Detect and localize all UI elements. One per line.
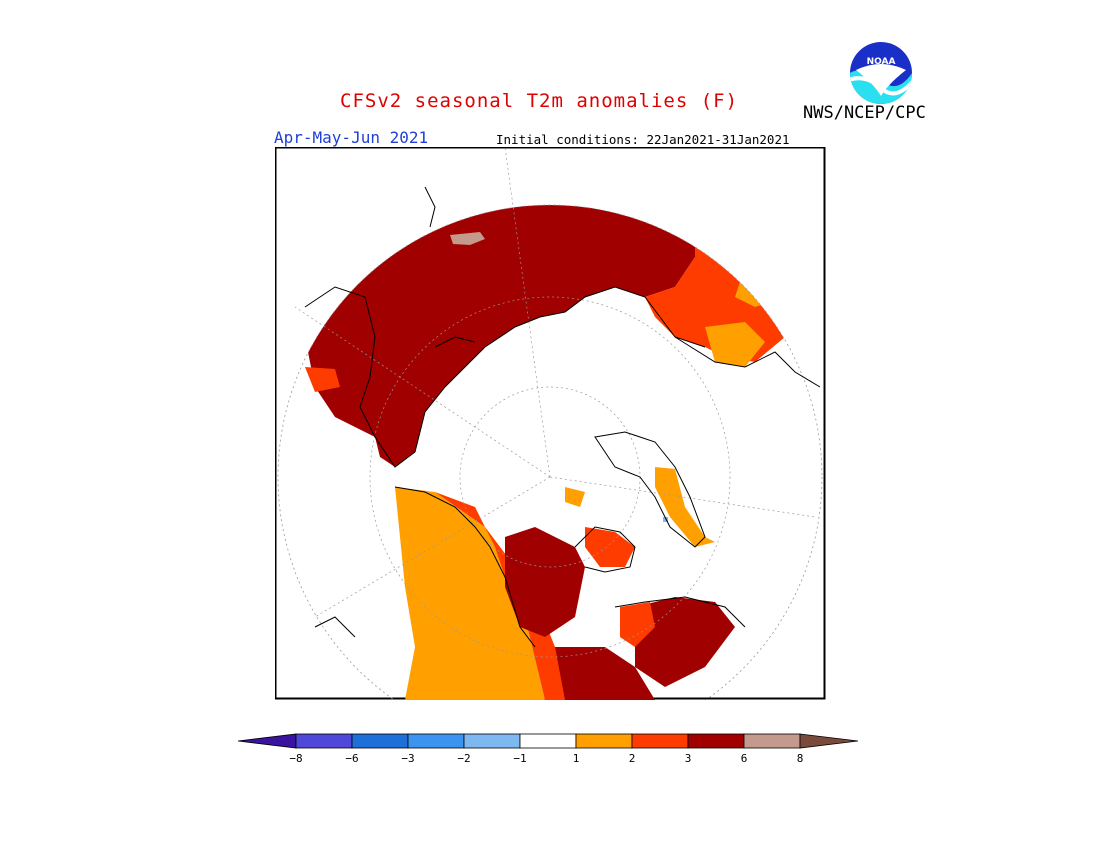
legend-tick-label: 1 [572,752,580,765]
chart-title: CFSv2 seasonal T2m anomalies (F) [340,90,739,112]
legend-swatch [463,733,521,749]
anomaly-region-labrador [635,597,735,687]
legend-swatch [351,733,409,749]
legend-tick-label: −6 [345,752,359,765]
color-legend [238,733,859,749]
anomaly-region-arctic-islands [585,527,635,567]
polar-map [275,147,826,700]
legend-arrow-low [238,733,297,749]
anomaly-region-high-spot [450,232,485,245]
logo-text: NOAA [867,57,896,67]
anomaly-region-na-west-orange [395,487,545,700]
legend-swatch [519,733,577,749]
initial-conditions: Initial conditions: 22Jan2021-31Jan2021 [496,132,790,147]
legend-tick-label: −2 [457,752,471,765]
legend-swatch [631,733,689,749]
anomaly-region-europe [305,367,340,392]
legend-tick-label: −1 [513,752,527,765]
legend-swatch [407,733,465,749]
legend-swatch [295,733,353,749]
anomaly-region-east-asia-orange-2 [705,322,765,367]
legend-tick-label: 2 [628,752,636,765]
legend-tick-label: 3 [684,752,692,765]
legend-swatch [687,733,745,749]
legend-arrow-high [799,733,859,749]
anomaly-region-negative [663,517,668,522]
anomaly-region-labrador-red [620,602,655,647]
anomaly-region-arctic-islands-orange [565,487,585,507]
legend-tick-label: 8 [796,752,804,765]
legend-tick-label: −8 [289,752,303,765]
anomaly-region-greenland-orange [655,467,715,547]
anomaly-region-east-asia-red [645,205,795,362]
noaa-logo: NOAA [850,42,912,104]
legend-swatch [575,733,633,749]
forecast-period: Apr-May-Jun 2021 [274,128,429,147]
organization-label: NWS/NCEP/CPC [803,103,926,123]
map-boundary [277,204,823,700]
legend-swatch [743,733,801,749]
legend-tick-label: 6 [740,752,748,765]
legend-tick-label: −3 [401,752,415,765]
anomaly-region-canada-dark [505,527,585,637]
anomaly-region-canada-dark-2 [555,647,655,700]
coastlines [304,186,821,648]
anomaly-region-na-red [435,492,575,700]
